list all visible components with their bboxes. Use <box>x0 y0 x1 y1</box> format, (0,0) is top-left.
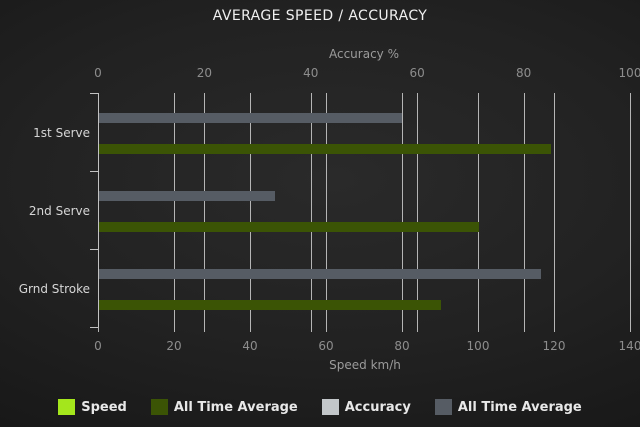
speed-gridline <box>250 93 251 332</box>
speed-gridline <box>554 93 555 332</box>
category-axis-bracket <box>90 171 98 172</box>
category-axis-bracket <box>90 327 98 328</box>
legend-item: All Time Average <box>150 399 298 415</box>
legend-label: All Time Average <box>173 399 298 415</box>
top-axis-tick-label: 20 <box>196 66 213 80</box>
top-axis-tick-label: 60 <box>409 66 425 80</box>
speed-bar <box>99 144 552 154</box>
accuracy-bar <box>99 269 541 279</box>
chart-legend: Speed All Time Average Accuracy All Time Av… <box>0 399 640 415</box>
accuracy-gridline <box>204 93 206 332</box>
bottom-axis-tick-label: 60 <box>318 339 334 353</box>
legend-swatch-icon <box>58 399 76 415</box>
chart-title: AVERAGE SPEED / ACCURACY <box>212 8 428 24</box>
accuracy-gridline <box>417 93 419 332</box>
category-axis-line <box>98 93 99 327</box>
top-axis-tick-label: 40 <box>303 66 319 80</box>
legend-label: Speed <box>81 399 127 415</box>
legend-item: All Time Average <box>434 399 582 415</box>
speed-gridline <box>174 93 175 332</box>
accuracy-gridline <box>310 93 312 332</box>
category-label: 1st Serve <box>33 126 90 140</box>
speed-gridline <box>326 93 327 332</box>
bottom-axis-tick-label: 120 <box>542 339 566 353</box>
top-axis-tick-label: 100 <box>618 66 640 80</box>
legend-swatch-icon <box>434 399 452 415</box>
category-label: 2nd Serve <box>28 204 90 218</box>
legend-label: Accuracy <box>344 399 411 415</box>
speed-gridline <box>478 93 479 332</box>
legend-label: All Time Average <box>457 399 582 415</box>
bottom-axis-tick-label: 80 <box>394 339 410 353</box>
accuracy-bar <box>99 113 403 123</box>
category-axis-bracket <box>90 249 98 250</box>
bottom-axis-tick-label: 40 <box>242 339 258 353</box>
top-axis-tick-label: 80 <box>515 66 532 80</box>
accuracy-gridline <box>523 93 525 332</box>
accuracy-bar <box>99 191 275 201</box>
bottom-axis-tick-label: 140 <box>618 339 640 353</box>
legend-item: Speed <box>58 399 127 415</box>
speed-bar <box>99 300 441 310</box>
top-axis-tick-label: 0 <box>94 66 102 80</box>
speed-gridline <box>402 93 403 332</box>
bottom-axis-label: Speed km/h <box>329 358 401 372</box>
speed-gridline <box>630 93 631 332</box>
legend-swatch-icon <box>150 399 168 415</box>
top-axis-label: Accuracy % <box>328 47 400 61</box>
category-axis-bracket <box>90 93 98 94</box>
bottom-axis-tick-label: 100 <box>466 339 490 353</box>
legend-swatch-icon <box>321 399 339 415</box>
legend-item: Accuracy <box>321 399 411 415</box>
category-label: Grnd Stroke <box>18 282 90 296</box>
bottom-axis-tick-label: 20 <box>166 339 182 353</box>
speed-bar <box>99 222 479 232</box>
bottom-axis-tick-label: 0 <box>94 339 102 353</box>
